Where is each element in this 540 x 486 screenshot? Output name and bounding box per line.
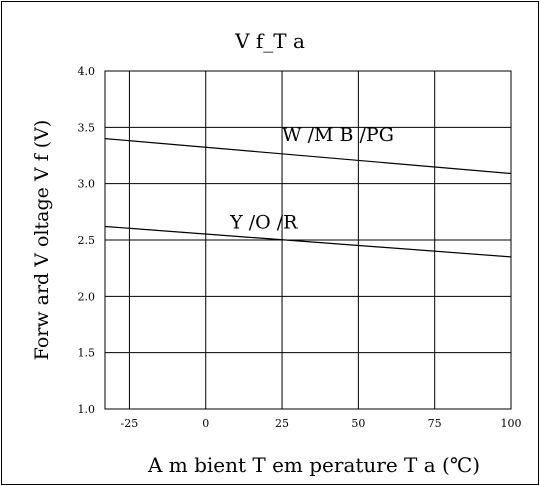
y-axis-label: Forw ard V oltage V f (V)	[31, 120, 53, 361]
y-tick-label: 1.0	[78, 403, 96, 416]
series-line	[104, 225, 512, 258]
annotation-layer: W /M B /PG Y /O /R	[229, 124, 394, 234]
x-tick-label: 50	[351, 417, 365, 430]
y-tick-label: 3.0	[78, 178, 96, 191]
x-tick-label: 25	[275, 417, 289, 430]
y-tick-label: 2.5	[78, 234, 96, 247]
x-axis-label: A m bient T em perature T a (℃)	[147, 453, 480, 477]
series-line	[104, 138, 512, 175]
series-annotation: Y /O /R	[229, 212, 298, 234]
chart-title: V f_T a	[234, 29, 305, 53]
x-tick-label: -25	[121, 417, 139, 430]
series-layer	[104, 138, 512, 258]
y-tick-label: 3.5	[78, 121, 96, 134]
x-tick-label: 100	[501, 417, 522, 430]
series-annotation: W /M B /PG	[282, 124, 394, 146]
y-tick-label: 4.0	[78, 65, 96, 78]
tick-layer: -25 0 25 50 75 100 1.0 1.5 2.0 2.5 3.0 3.5 4.0	[78, 65, 522, 430]
x-tick-label: 0	[202, 417, 209, 430]
x-tick-label: 75	[428, 417, 442, 430]
plot-border	[104, 70, 512, 410]
y-tick-label: 2.0	[78, 290, 96, 303]
y-tick-label: 1.5	[78, 347, 96, 360]
